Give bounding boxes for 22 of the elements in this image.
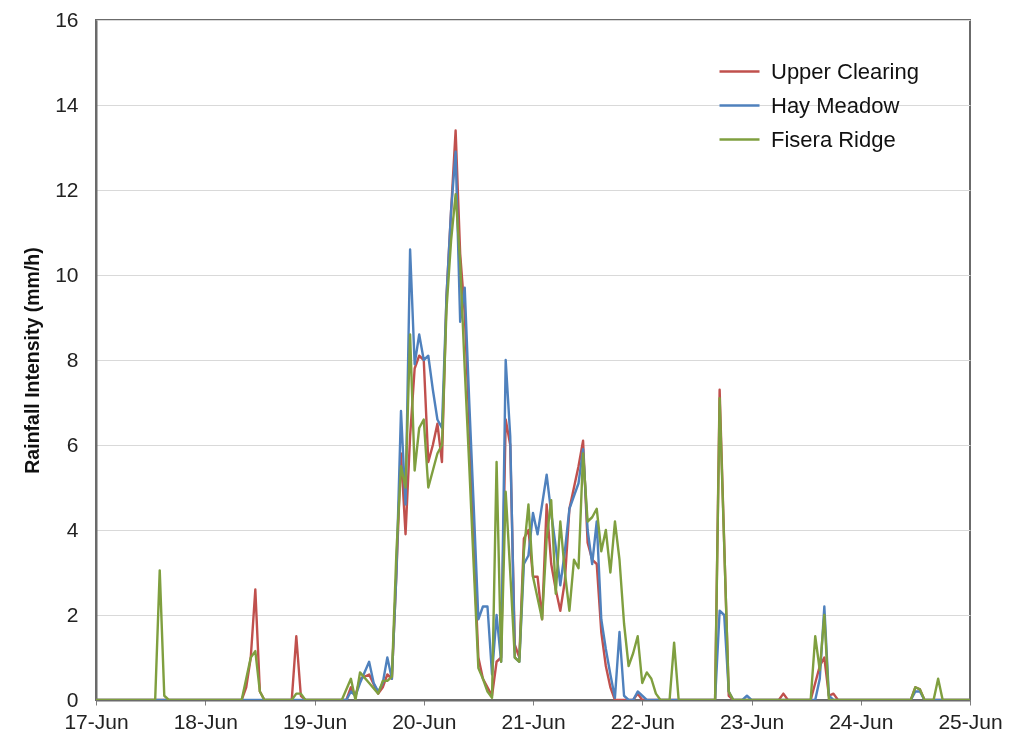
- x-tick-label: 19-Jun: [282, 709, 348, 733]
- x-tick-label: 17-Jun: [64, 709, 129, 733]
- y-tick-label: 12: [55, 177, 79, 201]
- y-tick-label: 14: [55, 92, 79, 116]
- x-tick-label: 24-Jun: [829, 709, 894, 733]
- y-tick-label: 10: [55, 262, 79, 286]
- x-tick-label: 22-Jun: [610, 709, 675, 733]
- x-tick-label: 20-Jun: [392, 709, 457, 733]
- y-axis-title: Rainfall Intensity (mm/h): [21, 247, 44, 474]
- x-tick-label: 21-Jun: [501, 709, 566, 733]
- legend-label: Upper Clearing: [771, 58, 919, 84]
- y-tick-label: 4: [66, 517, 79, 541]
- legend-label: Hay Meadow: [771, 92, 900, 118]
- legend-label: Fisera Ridge: [771, 126, 896, 152]
- y-tick-label: 16: [55, 7, 79, 31]
- x-tick-label: 25-Jun: [938, 709, 1003, 733]
- y-tick-label: 6: [66, 432, 79, 456]
- y-tick-label: 0: [66, 687, 79, 711]
- y-tick-label: 8: [66, 347, 79, 371]
- x-tick-label: 23-Jun: [719, 709, 785, 733]
- y-tick-label: 2: [66, 602, 79, 626]
- x-tick-label: 18-Jun: [173, 709, 238, 733]
